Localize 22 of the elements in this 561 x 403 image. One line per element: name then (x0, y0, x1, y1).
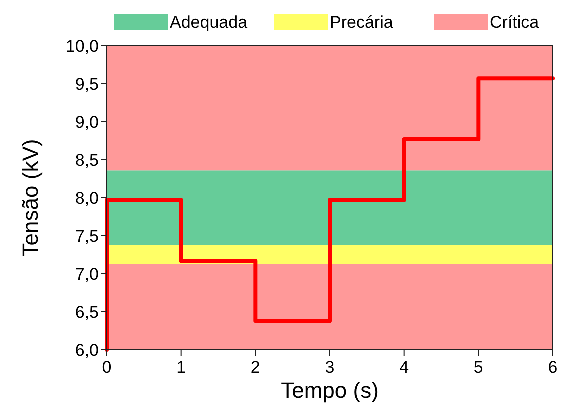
x-tick-label: 5 (474, 358, 484, 377)
legend-label: Crítica (490, 13, 540, 32)
y-tick-label: 7,0 (75, 264, 99, 284)
y-axis-title: Tensão (kV) (18, 139, 43, 257)
x-axis-title: Tempo (s) (281, 378, 379, 403)
y-tick-label: 8,5 (75, 150, 99, 170)
x-tick-label: 3 (325, 358, 335, 377)
x-tick-label: 2 (250, 358, 260, 377)
x-tick-label: 4 (400, 358, 410, 377)
y-tick-label: 8,0 (75, 188, 99, 208)
line-series (105, 76, 555, 352)
y-tick-label: 6,0 (75, 340, 99, 360)
y-tick-label: 9,0 (75, 112, 99, 132)
y-tick-label: 7,5 (75, 226, 99, 246)
x-tick-label: 6 (548, 358, 558, 377)
y-tick-label: 6,5 (75, 302, 99, 322)
y-tick-label: 9,5 (75, 74, 99, 94)
legend-label: Adequada (170, 13, 248, 32)
legend-label: Precária (330, 13, 394, 32)
x-tick-label: 0 (102, 358, 112, 377)
y-tick-label: 10,0 (66, 36, 99, 56)
x-tick-label: 1 (176, 358, 186, 377)
